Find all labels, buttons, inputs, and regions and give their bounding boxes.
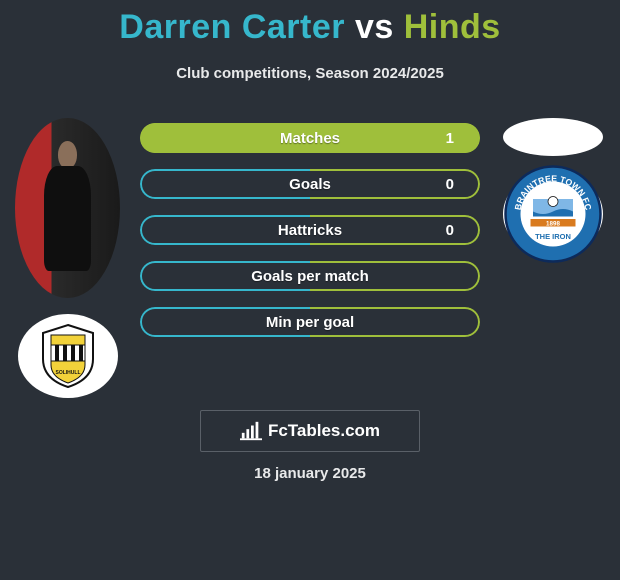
svg-text:SOLIHULL: SOLIHULL	[55, 370, 80, 376]
player1-column: SOLIHULL	[10, 118, 125, 398]
stat-value-right: 0	[446, 169, 480, 199]
stats-panel: Matches 1 Goals 0 Hattricks 0 Goals per match M…	[140, 123, 480, 337]
stat-row: Goals 0	[140, 169, 480, 199]
stat-label: Matches	[280, 130, 340, 147]
watermark: FcTables.com	[200, 410, 420, 452]
svg-text:1898: 1898	[546, 220, 560, 227]
player2-photo-placeholder	[503, 118, 603, 156]
stat-value-right: 0	[446, 215, 480, 245]
subtitle: Club competitions, Season 2024/2025	[0, 65, 620, 82]
stat-row: Min per goal	[140, 307, 480, 337]
player1-name: Darren Carter	[119, 8, 345, 46]
vs-text: vs	[355, 8, 394, 46]
watermark-text: FcTables.com	[268, 421, 380, 441]
player2-column: BRAINTREE TOWN FC 1898 THE IRON	[495, 118, 610, 256]
stat-label: Min per goal	[266, 314, 354, 331]
player2-club-crest: BRAINTREE TOWN FC 1898 THE IRON	[503, 172, 603, 256]
svg-text:THE IRON: THE IRON	[535, 232, 571, 241]
stat-row: Goals per match	[140, 261, 480, 291]
stat-label: Hattricks	[278, 222, 342, 239]
solihull-crest-icon: SOLIHULL	[33, 321, 103, 391]
stat-label: Goals	[289, 176, 331, 193]
stat-value-right: 1	[446, 123, 480, 153]
stat-label: Goals per match	[251, 268, 369, 285]
bar-chart-icon	[240, 421, 262, 441]
comparison-title: Darren Carter vs Hinds	[0, 0, 620, 47]
stat-row: Hattricks 0	[140, 215, 480, 245]
player2-name: Hinds	[404, 8, 501, 46]
stat-row: Matches 1	[140, 123, 480, 153]
player1-photo	[15, 118, 120, 298]
braintree-crest-icon: BRAINTREE TOWN FC 1898 THE IRON	[503, 164, 603, 264]
date-label: 18 january 2025	[0, 465, 620, 482]
player1-silhouette	[38, 132, 97, 283]
player1-club-crest: SOLIHULL	[18, 314, 118, 398]
